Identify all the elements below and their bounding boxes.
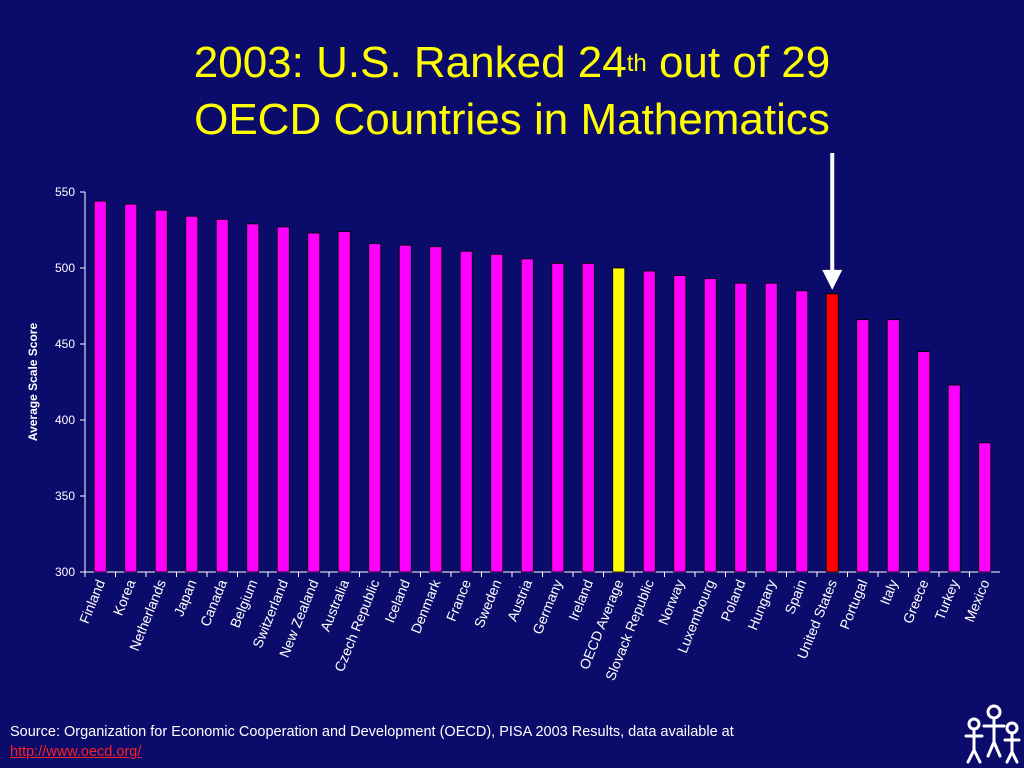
bar-czech-republic xyxy=(368,243,382,573)
bar-luxembourg xyxy=(703,278,717,573)
bar-germany xyxy=(551,263,565,573)
x-label-canada: Canada xyxy=(197,577,230,629)
children-logo-icon xyxy=(964,704,1021,764)
bar-united-states xyxy=(825,293,839,573)
bar-japan xyxy=(185,215,199,573)
bar-finland xyxy=(93,200,107,573)
y-tick-label: 300 xyxy=(55,565,75,579)
x-label-korea: Korea xyxy=(110,577,139,618)
x-label-greece: Greece xyxy=(899,577,931,626)
x-label-turkey: Turkey xyxy=(931,577,962,622)
x-label-japan: Japan xyxy=(170,577,199,618)
bar-hungary xyxy=(764,282,778,573)
bar-belgium xyxy=(246,223,260,573)
x-label-ireland: Ireland xyxy=(565,577,596,623)
source-text: Source: Organization for Economic Cooper… xyxy=(10,724,734,740)
x-label-france: France xyxy=(443,577,474,624)
bar-austria xyxy=(520,258,534,573)
slide-title: 2003: U.S. Ranked 24th out of 29 OECD Co… xyxy=(0,38,1024,145)
bar-spain xyxy=(795,290,809,573)
bar-greece xyxy=(917,351,931,573)
bar-mexico xyxy=(978,442,992,573)
bar-new-zealand xyxy=(307,232,321,573)
chart-bars xyxy=(93,200,992,573)
bar-netherlands xyxy=(154,209,168,573)
title-superscript: th xyxy=(626,50,647,77)
x-label-belgium: Belgium xyxy=(227,577,261,630)
arrow-head xyxy=(822,269,843,290)
chart-axes: 300 350 400 450 500 550 Average Scale Score xyxy=(26,185,1000,579)
y-tick-label: 550 xyxy=(55,185,75,199)
bar-portugal xyxy=(856,319,870,573)
bar-poland xyxy=(734,282,748,573)
x-label-iceland: Iceland xyxy=(381,577,413,625)
title-line-2: OECD Countries in Mathematics xyxy=(194,95,830,144)
x-label-mexico: Mexico xyxy=(961,577,993,624)
bar-norway xyxy=(673,275,687,573)
y-tick-label: 450 xyxy=(55,337,75,351)
x-label-portugal: Portugal xyxy=(836,577,870,631)
x-label-norway: Norway xyxy=(655,577,688,627)
bar-iceland xyxy=(398,244,412,573)
title-line-1-text: 2003: U.S. Ranked 24 xyxy=(193,38,627,87)
bar-australia xyxy=(337,231,351,573)
x-label-germany: Germany xyxy=(529,577,565,636)
bar-chart: 300 350 400 450 500 550 Average Scale Score Fi… xyxy=(26,153,1000,683)
x-label-italy: Italy xyxy=(877,577,901,607)
x-label-sweden: Sweden xyxy=(471,577,505,630)
title-line-1: 2003: U.S. Ranked 24th out of 29 xyxy=(0,38,1024,95)
source-footer: Source: Organization for Economic Cooper… xyxy=(10,722,910,762)
bar-france xyxy=(459,250,473,573)
source-link[interactable]: http://www.oecd.org/ xyxy=(10,744,142,760)
bar-ireland xyxy=(581,263,595,573)
bar-korea xyxy=(124,203,138,573)
bar-switzerland xyxy=(276,226,290,573)
bar-oecd-average xyxy=(612,267,626,573)
title-line-1-end: out of 29 xyxy=(646,38,831,87)
x-label-denmark: Denmark xyxy=(407,576,443,636)
bar-sweden xyxy=(490,253,504,573)
bar-turkey xyxy=(947,384,961,573)
x-label-australia: Australia xyxy=(317,577,352,634)
x-label-austria: Austria xyxy=(504,577,535,624)
x-label-poland: Poland xyxy=(717,577,748,623)
pointer-arrow xyxy=(822,153,843,290)
x-label-hungary: Hungary xyxy=(744,577,779,632)
bar-italy xyxy=(886,319,900,573)
y-tick-label: 350 xyxy=(55,489,75,503)
bar-slovack-republic xyxy=(642,270,656,573)
x-label-finland: Finland xyxy=(76,577,108,626)
y-axis-title: Average Scale Score xyxy=(26,323,40,442)
bar-denmark xyxy=(429,246,443,573)
x-label-spain: Spain xyxy=(781,577,809,616)
bar-canada xyxy=(215,218,229,573)
y-tick-label: 500 xyxy=(55,261,75,275)
y-tick-label: 400 xyxy=(55,413,75,427)
